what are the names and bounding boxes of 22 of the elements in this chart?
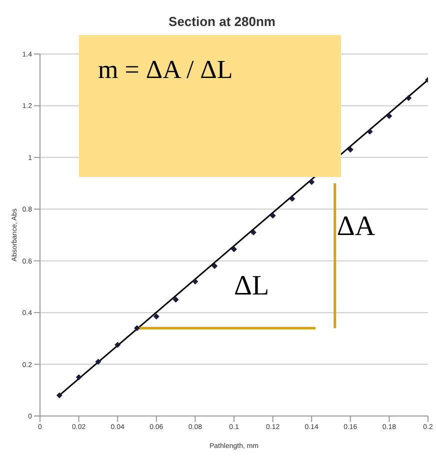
point — [134, 325, 140, 332]
point — [250, 229, 256, 236]
point — [406, 94, 412, 101]
point — [270, 212, 276, 219]
point — [153, 313, 160, 320]
point — [192, 278, 198, 285]
annotation: m = ΔA / ΔL — [98, 55, 233, 84]
point — [366, 128, 373, 135]
point — [172, 296, 179, 303]
annotation: ΔL — [234, 270, 270, 302]
point — [56, 392, 62, 398]
point — [231, 246, 237, 252]
point — [114, 342, 121, 348]
annotation: ΔA — [336, 211, 376, 242]
point — [76, 374, 82, 380]
point — [289, 196, 296, 202]
point — [347, 146, 354, 153]
point — [95, 358, 102, 365]
point — [308, 178, 315, 185]
chart-title: Section at 280nm — [168, 14, 276, 29]
point — [386, 113, 392, 120]
point — [212, 263, 218, 270]
